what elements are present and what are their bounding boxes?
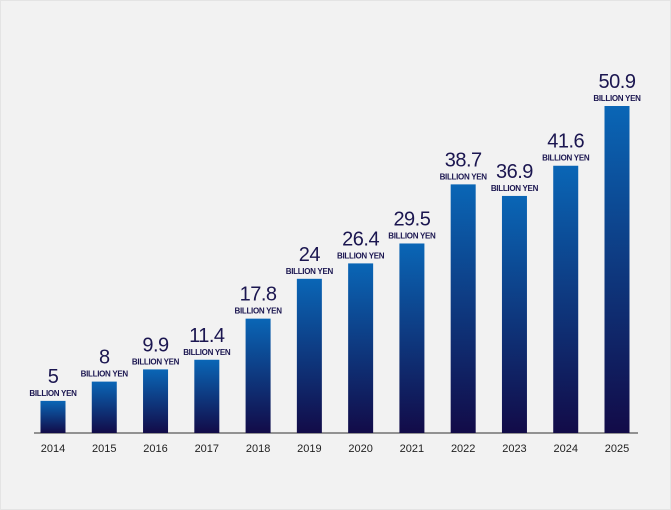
x-tick-label: 2020 [348, 443, 372, 455]
unit-label: BILLION YEN [542, 154, 590, 163]
unit-label: BILLION YEN [491, 184, 539, 193]
value-label: 38.7 [445, 149, 482, 171]
unit-label: BILLION YEN [440, 172, 488, 181]
value-label: 29.5 [393, 208, 430, 230]
x-tick-label: 2024 [553, 443, 577, 455]
x-tick-label: 2018 [246, 443, 270, 455]
x-tick-label: 2015 [92, 443, 116, 455]
bar-2022 [450, 184, 476, 433]
bar-2018 [245, 318, 271, 433]
x-tick-label: 2014 [41, 443, 65, 455]
bar-2019 [296, 278, 322, 433]
unit-label: BILLION YEN [337, 251, 385, 260]
value-label: 41.6 [547, 131, 584, 153]
value-label: 5 [48, 366, 59, 388]
bar-2016 [143, 369, 169, 433]
x-tick-label: 2023 [502, 443, 526, 455]
bar-2025 [604, 106, 630, 433]
bar-2017 [194, 359, 220, 433]
unit-label: BILLION YEN [286, 267, 334, 276]
bar-2024 [553, 165, 579, 433]
unit-label: BILLION YEN [388, 231, 436, 240]
value-label: 24 [299, 244, 321, 266]
unit-label: BILLION YEN [29, 389, 77, 398]
value-label: 50.9 [599, 71, 636, 93]
bar-2021 [399, 243, 425, 433]
unit-label: BILLION YEN [183, 348, 231, 357]
value-label: 8 [99, 347, 110, 369]
value-label: 17.8 [240, 284, 277, 306]
value-label: 36.9 [496, 161, 533, 183]
x-tick-label: 2016 [143, 443, 167, 455]
x-tick-label: 2022 [451, 443, 475, 455]
unit-label: BILLION YEN [81, 370, 129, 379]
unit-label: BILLION YEN [234, 307, 282, 316]
bar-2014 [40, 400, 66, 433]
value-label: 11.4 [189, 325, 225, 347]
x-tick-label: 2021 [400, 443, 424, 455]
bar-2020 [348, 263, 374, 433]
x-tick-label: 2019 [297, 443, 321, 455]
x-tick-label: 2017 [195, 443, 219, 455]
x-tick-label: 2025 [605, 443, 629, 455]
bar-2023 [501, 195, 527, 433]
value-label: 9.9 [142, 334, 169, 356]
unit-label: BILLION YEN [132, 357, 180, 366]
unit-label: BILLION YEN [593, 94, 641, 103]
value-label: 26.4 [342, 228, 379, 250]
bar-2015 [91, 381, 117, 433]
